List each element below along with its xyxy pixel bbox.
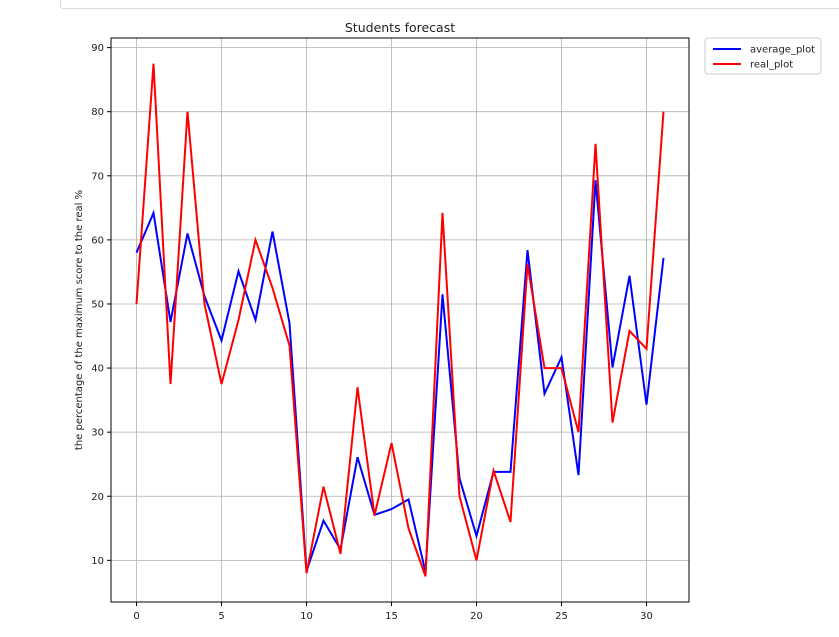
grid-lines: [111, 38, 689, 602]
y-tick-label: 50: [91, 299, 104, 310]
y-tick-label: 80: [91, 107, 104, 118]
plot-area-frame: [110, 37, 690, 603]
legend-label-average-plot: average_plot: [750, 45, 815, 56]
x-tick-label: 10: [300, 611, 313, 622]
x-tick-label: 0: [133, 611, 139, 622]
y-tick-label: 70: [91, 171, 104, 182]
legend: average_plot real_plot: [704, 37, 822, 75]
x-tick-label: 30: [640, 611, 653, 622]
y-tick-label: 60: [91, 235, 104, 246]
series-line-average-plot: [135, 180, 665, 573]
y-tick-label: 30: [91, 428, 104, 439]
axis-ticks: 0 5 10 15 20 25 30 10 20 30 40 50 60 70 80 90: [91, 43, 653, 622]
x-tick-label: 5: [218, 611, 224, 622]
x-tick-label: 25: [555, 611, 568, 622]
y-tick-label: 10: [91, 556, 104, 567]
legend-label-real-plot: real_plot: [750, 60, 793, 71]
notebook-cell-border: [60, 0, 839, 9]
y-tick-label: 40: [91, 364, 104, 375]
series-lines: [135, 63, 665, 577]
x-tick-label: 20: [470, 611, 483, 622]
x-tick-label: 15: [385, 611, 398, 622]
chart-title: Students forecast: [345, 20, 455, 35]
y-tick-label: 90: [91, 43, 104, 54]
series-line-real-plot: [135, 63, 665, 577]
y-tick-label: 20: [91, 492, 104, 503]
y-axis-label: the percentage of the maximum score to t…: [74, 190, 85, 450]
